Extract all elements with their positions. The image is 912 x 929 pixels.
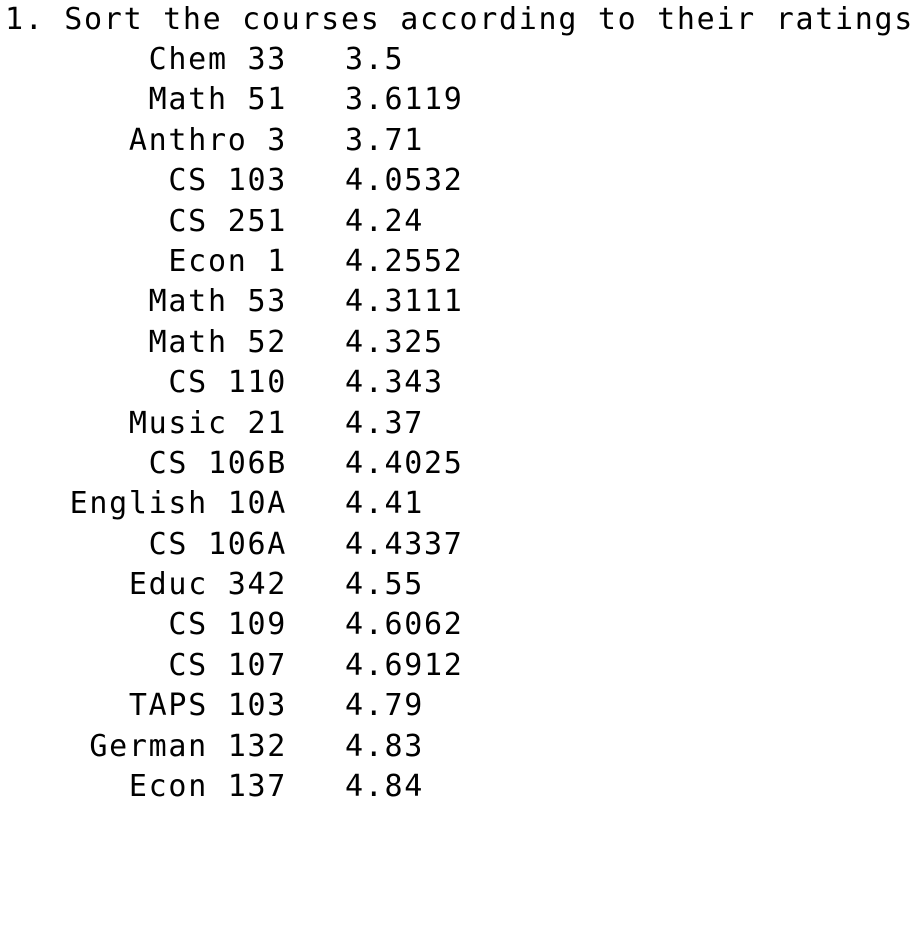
- list-item: CS 106A 4.4337: [0, 525, 912, 565]
- course-name: Anthro 3: [128, 122, 287, 158]
- list-item: German 132 4.83: [0, 727, 912, 767]
- course-rating: 4.83: [345, 728, 425, 764]
- course-name: CS 251: [168, 203, 287, 239]
- course-rating: 4.343: [345, 365, 444, 401]
- course-name: CS 110: [168, 365, 287, 401]
- list-item: Math 53 4.3111: [0, 282, 912, 322]
- course-rating: 4.6912: [345, 647, 464, 683]
- course-rating: 4.4025: [345, 445, 464, 481]
- course-rating: 4.3111: [345, 284, 464, 320]
- course-name: CS 106A: [148, 526, 287, 562]
- course-rating: 4.84: [345, 769, 425, 805]
- course-name: Econ 137: [128, 769, 287, 805]
- course-rating: 4.55: [345, 567, 425, 603]
- course-name: CS 106B: [148, 445, 287, 481]
- course-rating: 3.71: [345, 122, 425, 158]
- list-item: CS 107 4.6912: [0, 646, 912, 686]
- course-rating: 4.4337: [345, 526, 464, 562]
- course-name: Econ 1: [168, 243, 287, 279]
- list-item: Math 52 4.325: [0, 323, 912, 363]
- list-item: TAPS 103 4.79: [0, 686, 912, 726]
- course-rating: 4.6062: [345, 607, 464, 643]
- course-name: CS 109: [168, 607, 287, 643]
- list-item: English 10A 4.41: [0, 484, 912, 524]
- list-item: Music 21 4.37: [0, 404, 912, 444]
- course-rating: 3.5: [345, 42, 405, 77]
- course-rating: 4.79: [345, 688, 425, 724]
- course-name: Math 53: [148, 284, 287, 320]
- course-rating: 4.24: [345, 203, 425, 239]
- list-item: Chem 33 3.5: [0, 40, 912, 80]
- course-name: Chem 33: [148, 42, 287, 77]
- course-name: CS 107: [168, 647, 287, 683]
- course-name: Math 51: [148, 82, 287, 118]
- course-name: German 132: [89, 728, 287, 764]
- course-rating: 4.41: [345, 486, 425, 522]
- list-item: CS 110 4.343: [0, 363, 912, 403]
- course-rating: 4.0532: [345, 163, 464, 199]
- list-item: Econ 137 4.84: [0, 767, 912, 807]
- list-item: CS 103 4.0532: [0, 161, 912, 201]
- list-item: Econ 1 4.2552: [0, 242, 912, 282]
- document: 1. Sort the courses according to their r…: [0, 2, 912, 807]
- course-rating: 3.6119: [345, 82, 464, 118]
- course-name: CS 103: [168, 163, 287, 199]
- list-item: CS 251 4.24: [0, 202, 912, 242]
- question-heading: 1. Sort the courses according to their r…: [5, 2, 912, 37]
- course-name: TAPS 103: [128, 688, 287, 724]
- list-item: CS 109 4.6062: [0, 605, 912, 645]
- course-ratings-list: Chem 33 3.5 Math 51 3.6119 Anthro 3 3.71…: [0, 40, 912, 807]
- course-name: Music 21: [128, 405, 287, 441]
- course-rating: 4.37: [345, 405, 425, 441]
- list-item: CS 106B 4.4025: [0, 444, 912, 484]
- course-name: English 10A: [69, 486, 287, 522]
- course-rating: 4.2552: [345, 243, 464, 279]
- list-item: Math 51 3.6119: [0, 80, 912, 120]
- course-name: Math 52: [148, 324, 287, 360]
- list-item: Educ 342 4.55: [0, 565, 912, 605]
- course-name: Educ 342: [128, 567, 287, 603]
- course-rating: 4.325: [345, 324, 444, 360]
- list-item: Anthro 3 3.71: [0, 121, 912, 161]
